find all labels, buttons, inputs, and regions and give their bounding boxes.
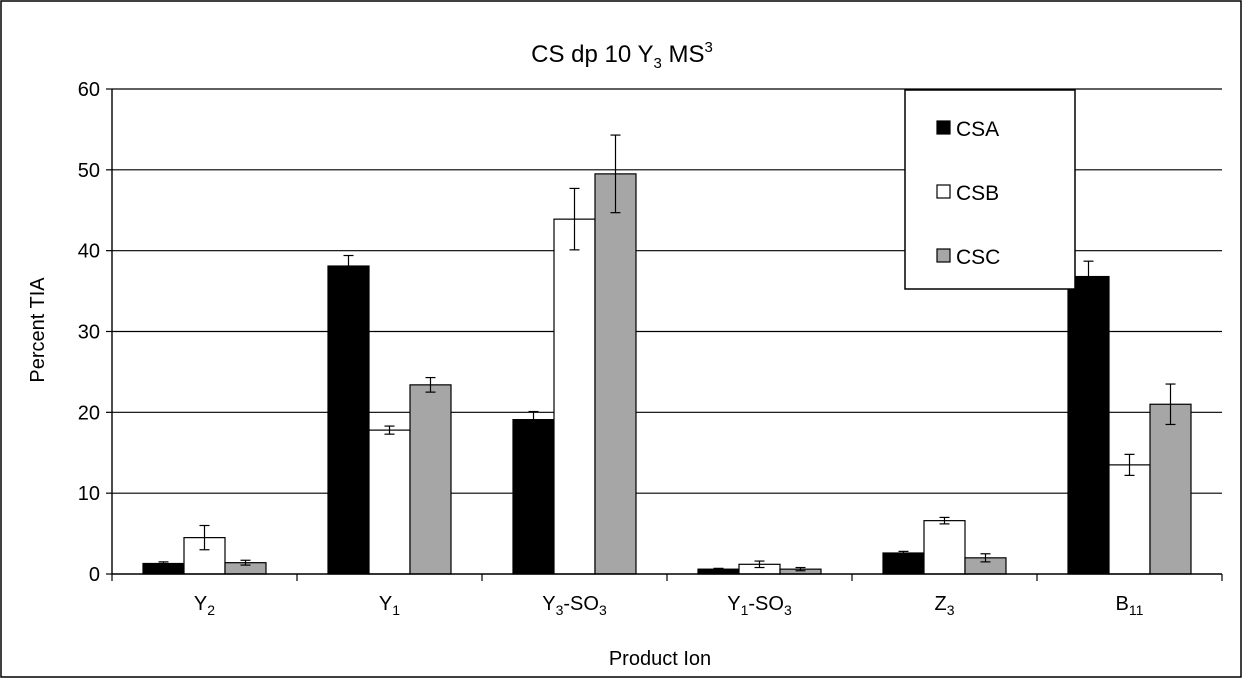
x-tick-label: Z3 [934,593,954,618]
y-tick-label: 50 [78,160,100,182]
gridlines [112,88,1222,494]
legend: CSA CSB CSC [904,89,1076,290]
legend-swatch-csc [936,248,951,263]
bar-csc [594,173,637,575]
legend-label-csa: CSA [956,118,999,141]
bar-csb [553,218,596,575]
legend-label-csb: CSB [956,182,999,205]
x-tick-label: Y2 [194,593,215,618]
y-axis-title: Percent TIA [27,277,49,383]
bar-csa [1067,275,1110,575]
x-tick-label: Y1-SO3 [727,593,792,618]
bar-csb [368,429,411,575]
y-tick-label: 60 [78,79,100,101]
y-tick-label: 0 [89,564,100,586]
axes [106,88,1223,581]
x-tick-label: Y1 [379,593,400,618]
error-bars [158,134,1176,572]
bar-csa [327,265,370,575]
chart-title: CS dp 10 Y3 MS3 [531,39,713,72]
bars [142,173,1192,575]
y-tick-label: 30 [78,322,100,344]
bar-csc [1149,403,1192,575]
y-tick-label: 20 [78,402,100,424]
legend-box [904,89,1076,290]
bar-csa [512,419,555,575]
x-axis-title: Product Ion [609,648,711,670]
x-tick-label: B11 [1116,593,1144,618]
bar-csb [1108,464,1151,575]
legend-swatch-csa [936,120,951,135]
y-tick-label: 10 [78,483,100,505]
bar-csc [409,384,452,575]
x-tick-labels: Y2 Y1 Y3-SO3 Y1-SO3 Z3 B11 [194,593,1144,618]
bar-csb [923,520,966,575]
legend-swatch-csb [936,184,951,199]
bar-csa [882,552,925,575]
y-tick-labels: 0 10 20 30 40 50 60 [78,79,100,586]
y-tick-label: 40 [78,241,100,263]
x-tick-label: Y3-SO3 [542,593,607,618]
legend-label-csc: CSC [956,246,1000,269]
